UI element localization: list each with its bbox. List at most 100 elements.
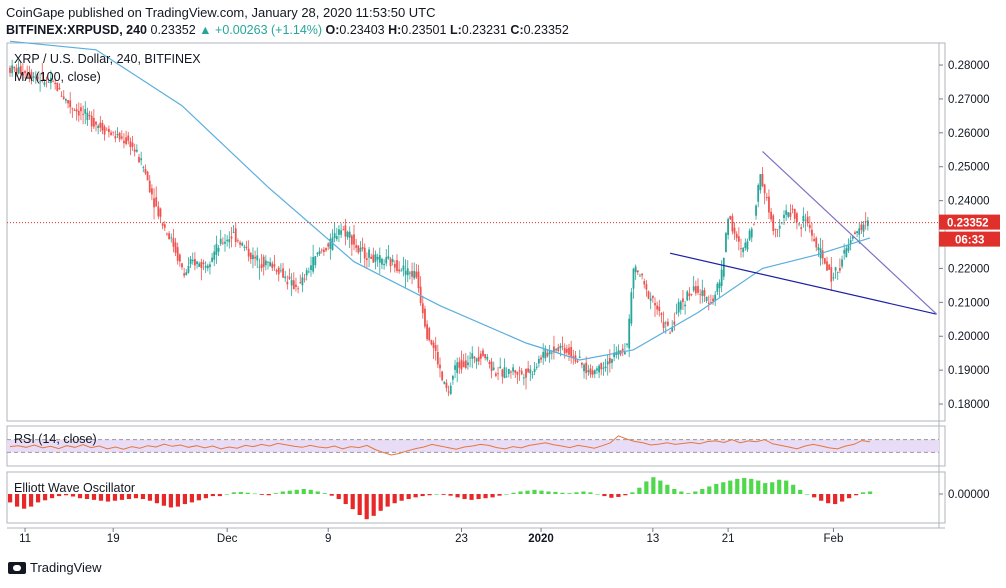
candle-body	[806, 216, 809, 224]
candle-body	[305, 270, 308, 276]
candle-body	[486, 356, 489, 360]
candle-body	[628, 318, 631, 349]
candle-body	[398, 269, 401, 272]
ewo-bar	[455, 494, 460, 498]
ewo-bar	[567, 493, 572, 494]
candle-body	[452, 375, 454, 380]
candle-body	[589, 368, 592, 375]
candle-body	[37, 77, 39, 79]
candle-body	[703, 290, 706, 297]
candle-body	[729, 216, 732, 220]
candle-body	[641, 273, 643, 276]
ewo-bar	[497, 494, 502, 496]
candle-body	[434, 345, 437, 351]
candle-body	[660, 313, 663, 315]
candle-body	[568, 347, 570, 355]
candle-body	[221, 242, 224, 244]
rsi-line	[9, 435, 871, 456]
candle-body	[60, 95, 63, 97]
ewo-bar	[476, 494, 481, 500]
candle-body	[406, 268, 409, 276]
ewo-bar	[686, 493, 691, 494]
candle-body	[26, 73, 29, 77]
ewo-bar	[91, 494, 97, 500]
candle-body	[664, 322, 667, 324]
ewo-bar	[126, 494, 132, 500]
candle-body	[495, 373, 497, 376]
ewo-bar	[371, 494, 376, 516]
candle-body	[239, 242, 241, 245]
candle-body	[705, 296, 708, 301]
candle-body	[140, 158, 143, 161]
candle-body	[658, 306, 661, 312]
candle-body	[67, 100, 69, 104]
candle-body	[735, 233, 738, 238]
rsi-pane-title: RSI (14, close)	[14, 432, 97, 446]
candle-body	[73, 110, 76, 111]
candle-body	[411, 271, 413, 277]
candle-body	[237, 240, 239, 242]
candle-body	[505, 376, 508, 378]
candle-body	[267, 261, 269, 263]
candle-body	[836, 271, 839, 273]
candle-body	[727, 219, 729, 236]
ewo-bar	[644, 481, 649, 494]
ewo-bar	[98, 494, 104, 501]
candle-body	[99, 122, 102, 128]
candle-body	[759, 174, 762, 191]
time-tick-label: 2020	[528, 533, 554, 545]
candle-body	[120, 136, 123, 139]
candle-body	[114, 136, 117, 139]
candle-body	[301, 277, 304, 286]
candle-body	[260, 264, 263, 269]
candle-body	[647, 291, 650, 299]
candle-body	[699, 294, 702, 296]
ewo-bar	[392, 494, 397, 504]
ewo-bar	[868, 491, 873, 494]
candle-body	[151, 188, 153, 195]
ewo-bar	[553, 491, 558, 494]
candle-body	[776, 229, 779, 231]
ewo-bar	[56, 494, 62, 497]
candle-body	[288, 276, 291, 279]
ewo-bar	[287, 490, 292, 494]
candle-body	[553, 346, 555, 353]
tradingview-logo-icon	[8, 561, 26, 574]
candle-body	[828, 264, 831, 270]
candle-body	[138, 156, 140, 163]
ewo-bar	[840, 494, 845, 502]
candle-body	[791, 208, 794, 210]
ewo-bar	[301, 488, 306, 494]
ewo-bar	[602, 494, 607, 497]
ewo-bar	[805, 494, 810, 495]
candle-body	[271, 263, 274, 269]
ewo-bar	[350, 494, 355, 510]
candle-body	[570, 346, 573, 357]
candle-body	[477, 356, 480, 362]
candle-body	[144, 168, 147, 174]
candle-body	[787, 212, 790, 217]
symbol-label: BITFINEX:XRPUSD, 240	[6, 23, 148, 37]
candle-body	[611, 359, 613, 363]
ewo-bar	[847, 494, 852, 499]
candle-body	[275, 269, 278, 272]
candle-body	[561, 346, 564, 348]
ewo-bar	[462, 494, 467, 500]
ewo-bar	[504, 494, 509, 495]
candle-body	[716, 283, 719, 292]
candle-body	[697, 285, 699, 293]
candle-body	[209, 264, 211, 268]
candle-body	[419, 286, 422, 304]
ewo-bar	[812, 494, 817, 498]
candle-body	[675, 312, 678, 314]
candle-body	[157, 206, 160, 217]
ewo-bar	[434, 494, 439, 495]
candle-body	[292, 280, 295, 290]
candle-body	[123, 140, 125, 144]
up-arrow-icon: ▲	[199, 23, 212, 37]
candle-body	[421, 303, 424, 314]
support-trendline	[669, 252, 937, 315]
last-price-badge	[939, 214, 1000, 230]
candle-body	[88, 114, 91, 117]
